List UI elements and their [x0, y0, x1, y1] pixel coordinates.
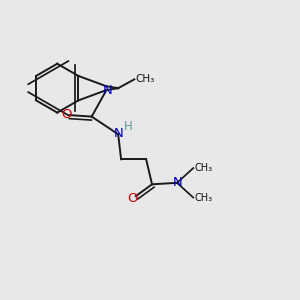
Text: CH₃: CH₃ — [194, 163, 213, 173]
Text: CH₃: CH₃ — [136, 74, 155, 84]
Text: O: O — [61, 108, 71, 121]
Text: N: N — [173, 176, 182, 189]
Text: N: N — [103, 84, 113, 97]
Text: O: O — [127, 192, 137, 205]
Text: N: N — [114, 127, 124, 140]
Text: CH₃: CH₃ — [194, 193, 213, 202]
Text: H: H — [124, 120, 133, 134]
